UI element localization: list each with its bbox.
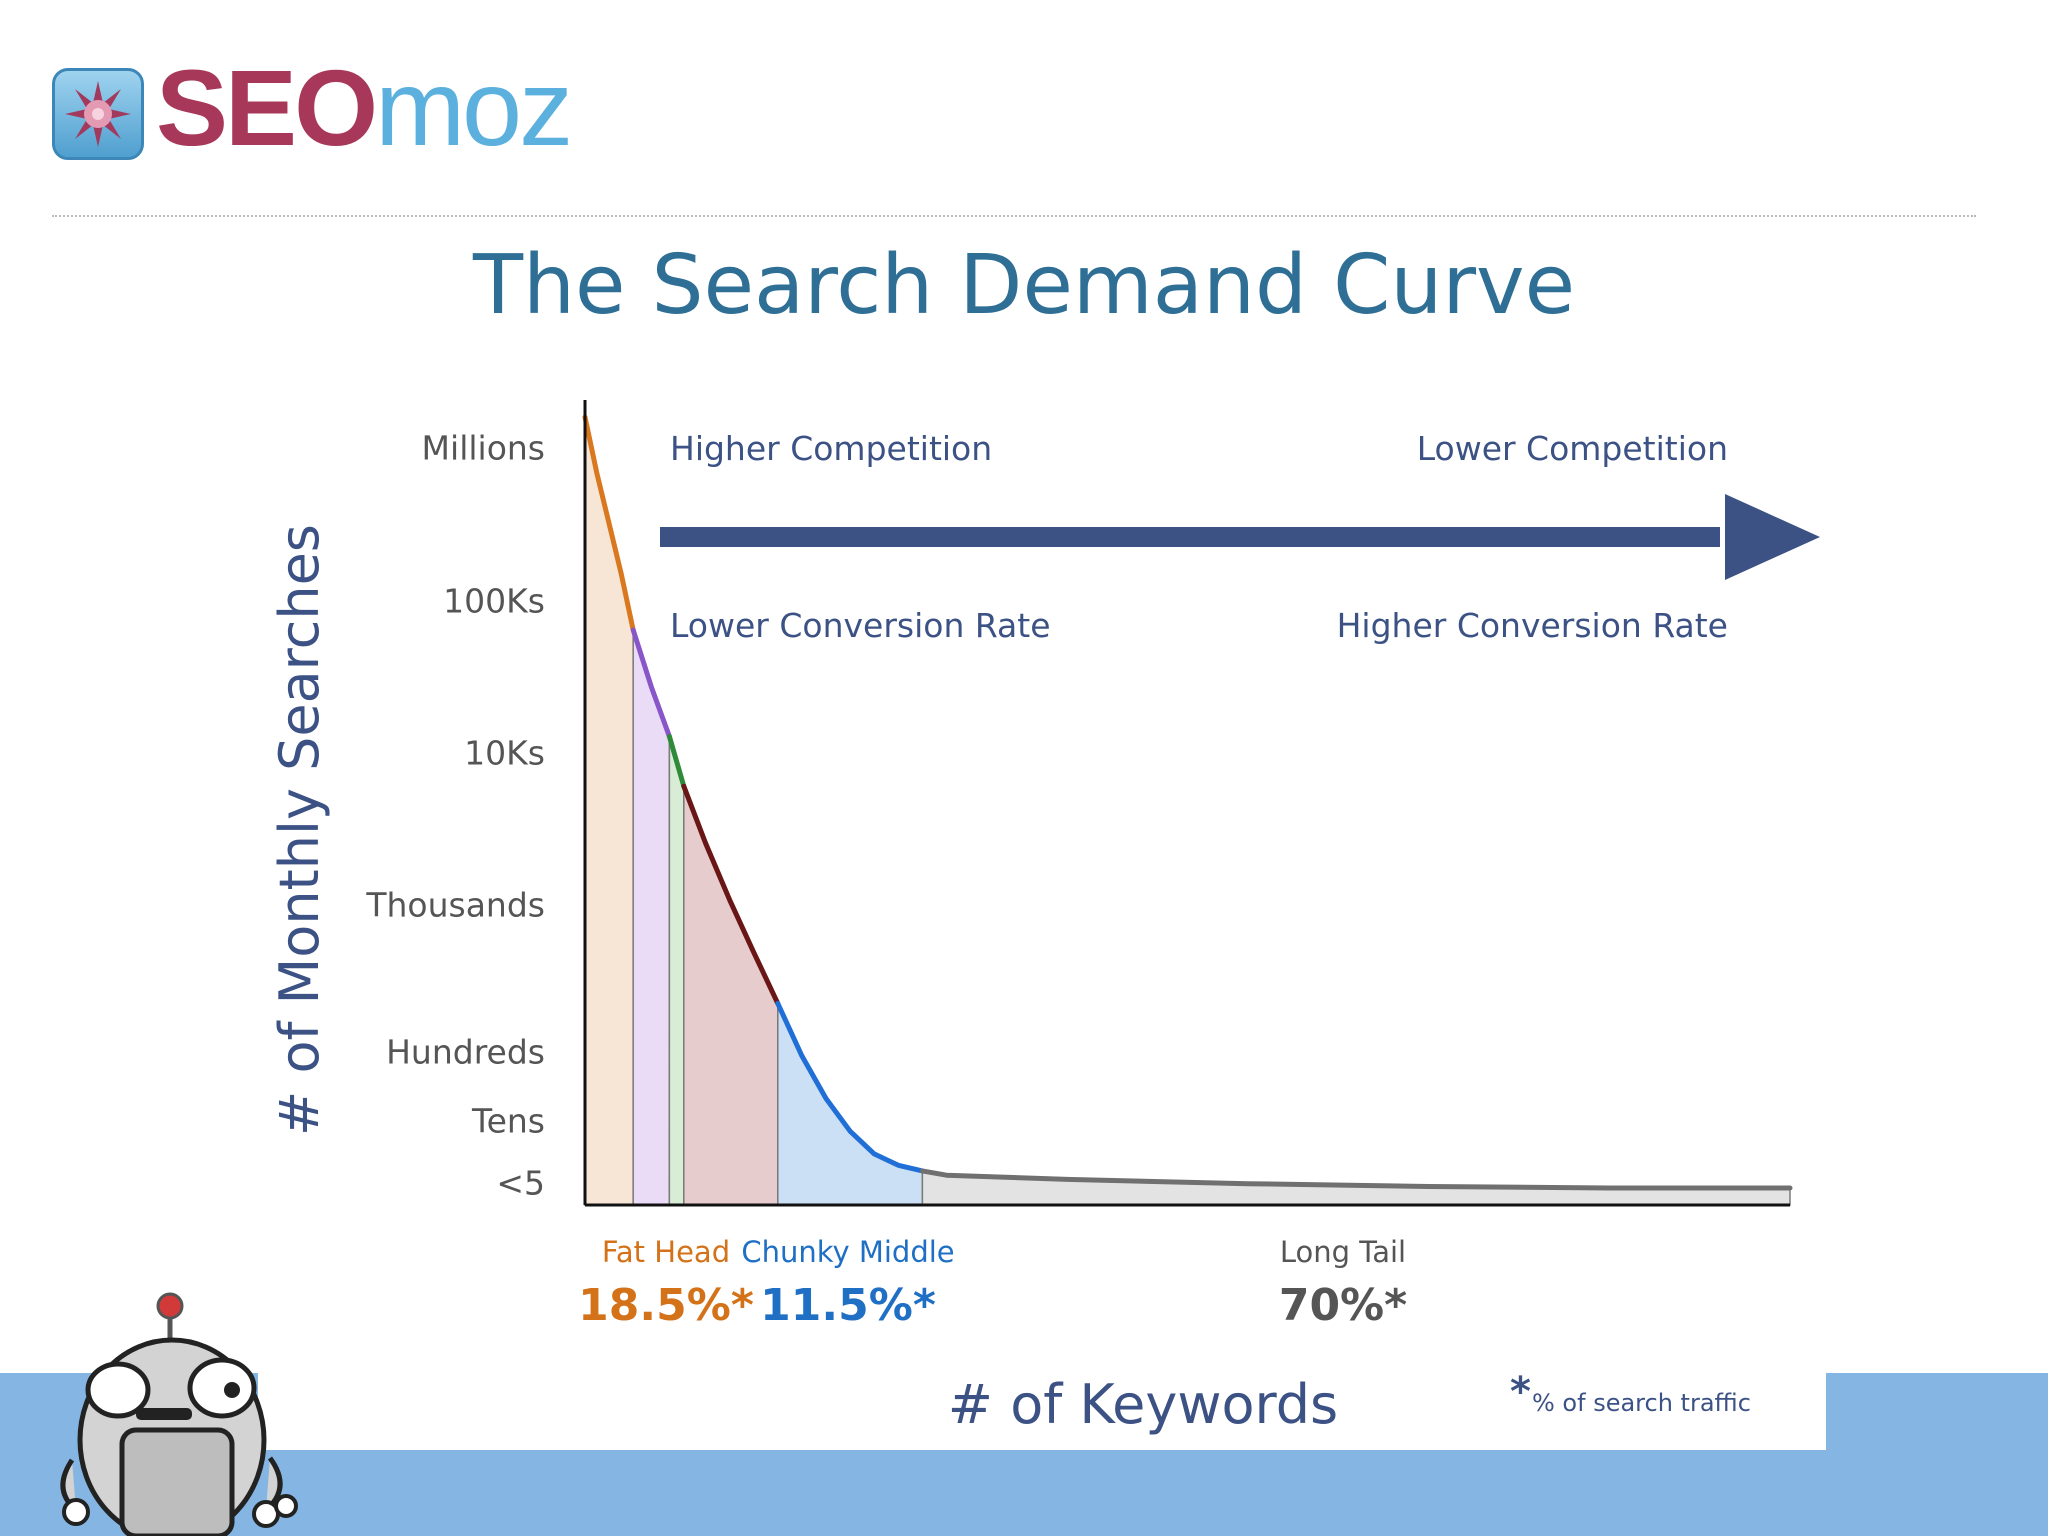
- higher-competition-label: Higher Competition: [670, 429, 992, 468]
- curve-segment-6: [919, 1168, 1793, 1191]
- y-tick-labels: Millions 100Ks 10Ks Thousands Hundreds Tens <5: [365, 429, 545, 1203]
- slide-title: The Search Demand Curve: [472, 238, 1576, 333]
- section-labels: Fat Head 18.5%* Chunky Middle 11.5%* Long Ta…: [578, 1235, 1407, 1331]
- logo-wordmark: SEOmoz: [156, 47, 573, 168]
- curve-segment-2: [630, 627, 672, 739]
- area-segment-4: [683, 785, 779, 1206]
- curve-segment-3: [666, 734, 687, 789]
- section-percentage: 70%*: [1279, 1280, 1407, 1331]
- competition-arrow: Higher Competition Lower Competition Lower…: [660, 429, 1820, 645]
- footnote: *% of search traffic: [1510, 1369, 1751, 1417]
- roger-robot-mascot-icon: [60, 1292, 298, 1536]
- y-tick-label: Tens: [471, 1102, 545, 1141]
- footnote-text: % of search traffic: [1532, 1389, 1751, 1417]
- curve-segment-4: [681, 783, 781, 1006]
- y-tick-label: 10Ks: [464, 734, 545, 773]
- area-segment-1: [584, 416, 634, 1206]
- seomoz-logo: SEOmoz: [52, 48, 672, 172]
- lower-conversion-label: Lower Conversion Rate: [670, 606, 1051, 645]
- section-label: Fat Head: [602, 1235, 730, 1269]
- lower-competition-label: Lower Competition: [1417, 429, 1728, 468]
- y-tick-label: 100Ks: [443, 582, 545, 621]
- y-axis-label: # of Monthly Searches: [268, 524, 331, 1136]
- arrow-shaft: [660, 527, 1720, 547]
- section-label: Long Tail: [1280, 1235, 1406, 1269]
- logo-badge-icon: [52, 68, 144, 160]
- section-percentage: 11.5%*: [760, 1280, 936, 1331]
- y-tick-label: Millions: [422, 429, 545, 468]
- curve-segment-1: [582, 414, 636, 633]
- curve-segment-5: [775, 1000, 925, 1174]
- area-segment-3: [668, 736, 685, 1206]
- higher-conversion-label: Higher Conversion Rate: [1337, 606, 1728, 645]
- arrow-head-icon: [1725, 494, 1820, 580]
- section-percentage: 18.5%*: [578, 1280, 754, 1331]
- footer-panel: [258, 1373, 1826, 1450]
- x-axis-label: # of Keywords: [948, 1373, 1338, 1436]
- chart-curves: [582, 414, 1793, 1191]
- y-tick-label: <5: [496, 1164, 545, 1203]
- logo-seo-text: SEO: [156, 47, 378, 168]
- header-divider: [52, 215, 1976, 217]
- area-segment-5: [777, 1003, 924, 1206]
- y-tick-label: Hundreds: [386, 1033, 545, 1072]
- footnote-asterisk: *: [1510, 1369, 1531, 1415]
- y-tick-label: Thousands: [365, 886, 545, 925]
- section-label: Chunky Middle: [741, 1235, 954, 1269]
- logo-moz-text: moz: [375, 47, 573, 168]
